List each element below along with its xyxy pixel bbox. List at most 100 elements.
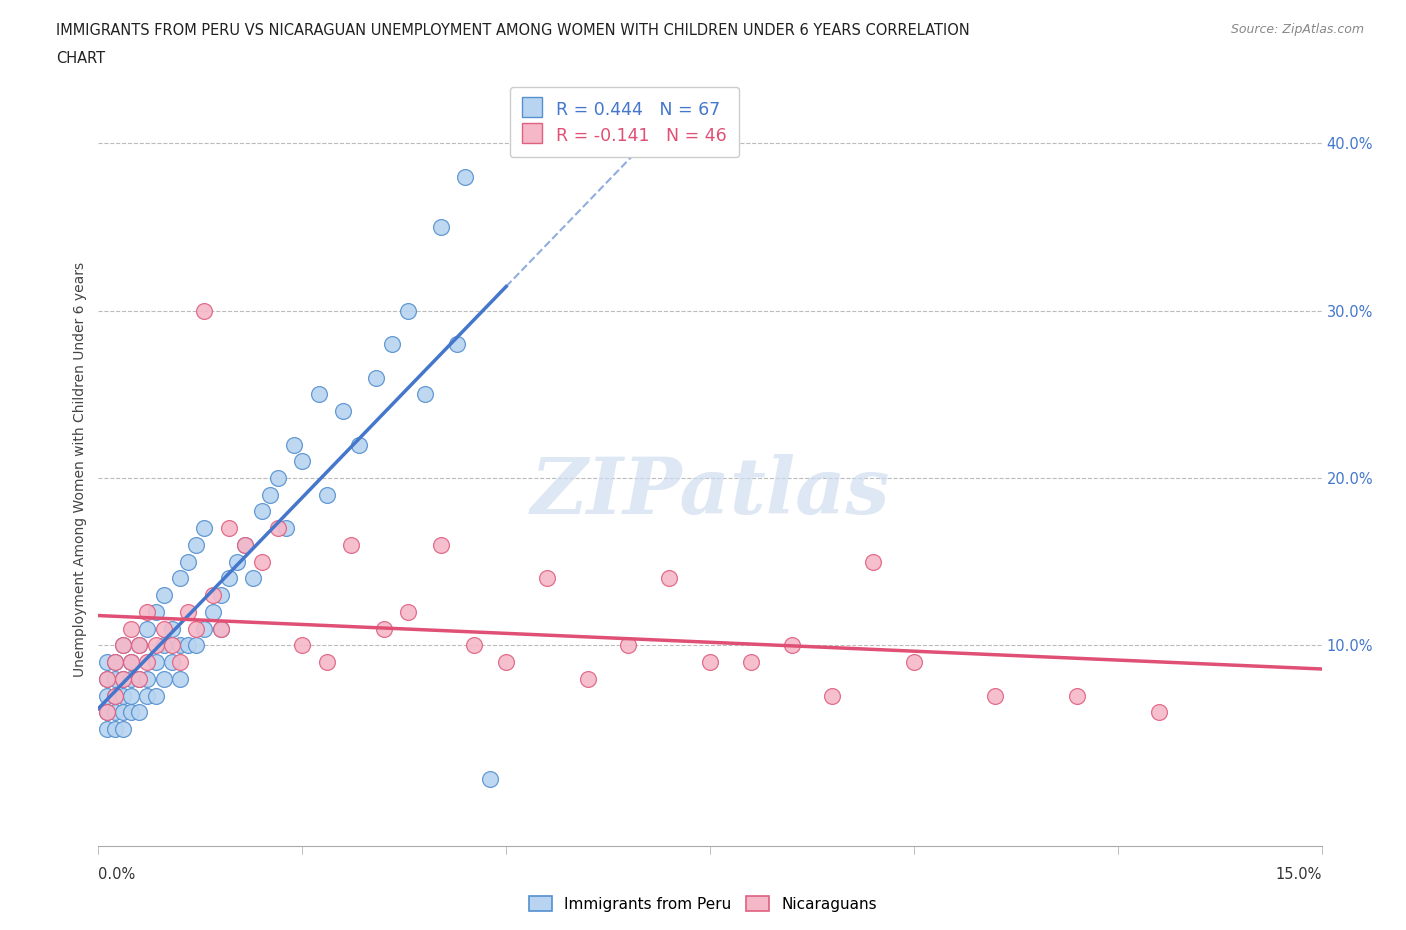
Point xyxy=(145,638,167,653)
Point xyxy=(233,538,256,552)
Point xyxy=(111,671,134,686)
Point xyxy=(332,404,354,418)
Point xyxy=(111,638,134,653)
Point xyxy=(193,521,215,536)
Point xyxy=(862,554,884,569)
Point xyxy=(111,638,134,653)
Point xyxy=(136,621,159,636)
Point xyxy=(430,538,453,552)
Point xyxy=(145,688,167,703)
Point xyxy=(478,772,501,787)
Point xyxy=(96,671,118,686)
Point xyxy=(315,655,337,670)
Point xyxy=(821,688,844,703)
Point xyxy=(193,621,215,636)
Point xyxy=(145,655,167,670)
Point xyxy=(780,638,803,653)
Legend: Immigrants from Peru, Nicaraguans: Immigrants from Peru, Nicaraguans xyxy=(523,890,883,918)
Point xyxy=(120,671,142,686)
Point xyxy=(177,554,200,569)
Point xyxy=(201,588,224,603)
Point xyxy=(267,471,290,485)
Point xyxy=(242,571,264,586)
Point xyxy=(136,688,159,703)
Point xyxy=(226,554,249,569)
Point xyxy=(128,638,150,653)
Point xyxy=(96,655,118,670)
Point xyxy=(136,671,159,686)
Point xyxy=(169,655,191,670)
Point xyxy=(104,671,127,686)
Point xyxy=(120,705,142,720)
Point xyxy=(201,604,224,619)
Point xyxy=(658,571,681,586)
Point xyxy=(111,722,134,737)
Legend: R = 0.444   N = 67, R = -0.141   N = 46: R = 0.444 N = 67, R = -0.141 N = 46 xyxy=(509,86,740,157)
Point xyxy=(120,655,142,670)
Point xyxy=(177,638,200,653)
Point xyxy=(209,621,232,636)
Point xyxy=(111,705,134,720)
Point xyxy=(430,219,453,234)
Point xyxy=(903,655,925,670)
Point xyxy=(536,571,558,586)
Point xyxy=(291,638,314,653)
Point xyxy=(250,504,273,519)
Point xyxy=(120,655,142,670)
Point xyxy=(177,604,200,619)
Point xyxy=(984,688,1007,703)
Text: ZIPatlas: ZIPatlas xyxy=(530,454,890,530)
Point xyxy=(111,688,134,703)
Point xyxy=(340,538,363,552)
Point xyxy=(740,655,762,670)
Point xyxy=(274,521,297,536)
Y-axis label: Unemployment Among Women with Children Under 6 years: Unemployment Among Women with Children U… xyxy=(73,262,87,677)
Point xyxy=(250,554,273,569)
Text: CHART: CHART xyxy=(56,51,105,66)
Point xyxy=(218,521,240,536)
Point xyxy=(160,621,183,636)
Point xyxy=(1147,705,1170,720)
Point xyxy=(169,638,191,653)
Point xyxy=(128,638,150,653)
Point xyxy=(96,705,118,720)
Point xyxy=(364,370,387,385)
Point xyxy=(96,688,118,703)
Point xyxy=(104,705,127,720)
Point xyxy=(96,671,118,686)
Point xyxy=(120,621,142,636)
Point xyxy=(152,638,174,653)
Point xyxy=(169,671,191,686)
Point xyxy=(186,538,208,552)
Point xyxy=(617,638,640,653)
Point xyxy=(193,303,215,318)
Point xyxy=(308,387,330,402)
Point xyxy=(233,538,256,552)
Point xyxy=(446,337,468,352)
Point xyxy=(169,571,191,586)
Point xyxy=(1066,688,1088,703)
Point xyxy=(111,671,134,686)
Point xyxy=(373,621,395,636)
Point xyxy=(463,638,485,653)
Point xyxy=(396,303,419,318)
Point xyxy=(104,688,127,703)
Point xyxy=(495,655,517,670)
Point xyxy=(315,487,337,502)
Point xyxy=(186,621,208,636)
Point xyxy=(413,387,436,402)
Point xyxy=(96,705,118,720)
Point xyxy=(160,638,183,653)
Text: 15.0%: 15.0% xyxy=(1275,867,1322,882)
Point xyxy=(104,688,127,703)
Point xyxy=(454,169,477,184)
Point xyxy=(259,487,281,502)
Point xyxy=(576,671,599,686)
Point xyxy=(699,655,721,670)
Point xyxy=(218,571,240,586)
Point xyxy=(291,454,314,469)
Point xyxy=(283,437,305,452)
Point xyxy=(209,621,232,636)
Point xyxy=(120,688,142,703)
Point xyxy=(104,655,127,670)
